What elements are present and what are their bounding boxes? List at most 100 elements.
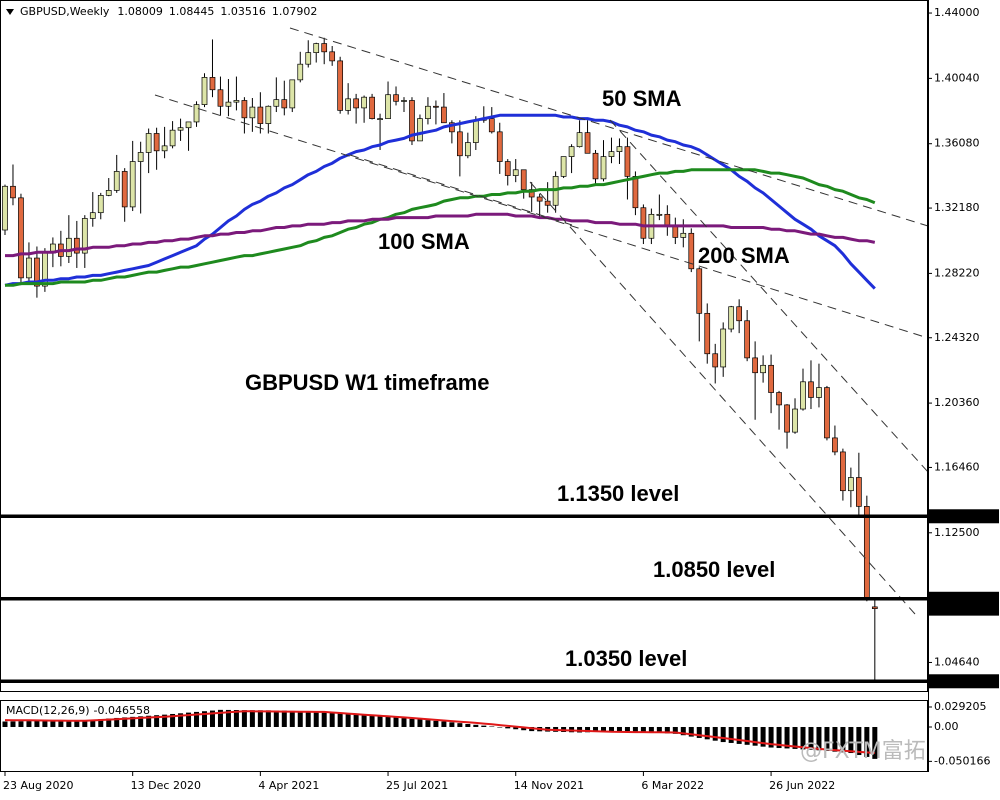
macd-bar xyxy=(377,716,383,727)
candle-body xyxy=(361,96,367,109)
x-tick-label: 14 Nov 2021 xyxy=(514,779,584,792)
y-tick-label: 1.40040 xyxy=(934,71,980,84)
candle-body xyxy=(496,131,503,162)
macd-bar xyxy=(776,726,782,749)
macd-bar xyxy=(34,720,40,727)
x-tick-label: 25 Jul 2021 xyxy=(386,779,448,792)
macd-bar xyxy=(281,710,287,727)
candle-body xyxy=(576,132,583,148)
candle-body xyxy=(177,127,184,131)
signal-line xyxy=(4,710,875,754)
macd-bar xyxy=(233,710,239,727)
x-tick-label: 13 Dec 2020 xyxy=(131,779,201,792)
macd-bar xyxy=(217,709,223,727)
candle-body xyxy=(393,94,399,102)
macd-bar xyxy=(632,726,638,732)
macd-bar xyxy=(441,721,447,727)
macd-bar xyxy=(138,716,144,727)
y-tick-label: 1.16460 xyxy=(934,460,980,473)
series-label: 200 SMA xyxy=(698,243,790,268)
macd-bar xyxy=(457,723,463,727)
x-tick-label: 6 Mar 2022 xyxy=(641,779,704,792)
macd-bar xyxy=(792,726,798,749)
macd-bar xyxy=(122,717,128,727)
macd-bar xyxy=(305,711,311,727)
sma-line xyxy=(5,168,876,287)
macd-bar xyxy=(337,713,343,727)
macd-bar xyxy=(345,713,351,727)
macd-bar xyxy=(752,726,758,746)
candle-body xyxy=(584,132,591,154)
axes: 1.07902 1.44000 1.40040 1.36080 1.32180 1.282… xyxy=(3,0,1000,800)
candle-body xyxy=(736,306,743,322)
y-tick-label: 1.20360 xyxy=(934,396,980,409)
macd-bar xyxy=(353,714,359,727)
macd-bar xyxy=(26,721,32,727)
trendline xyxy=(529,181,916,615)
macd-bar xyxy=(170,713,176,727)
candle-body xyxy=(640,207,647,239)
macd-bar xyxy=(321,712,327,727)
candle-body xyxy=(520,169,527,190)
macd-bar xyxy=(808,726,814,750)
candle-body xyxy=(241,100,248,119)
macd-bar xyxy=(800,726,806,750)
macd-bar xyxy=(656,726,662,733)
macd-bar xyxy=(178,713,184,727)
candle-body xyxy=(18,197,24,279)
y-tick-label: 1.12500 xyxy=(934,526,980,539)
candle-body xyxy=(760,364,766,374)
y-tick-label: 0.029205 xyxy=(934,700,987,713)
macd-bar xyxy=(98,719,104,727)
candle-body xyxy=(161,145,168,152)
macd-bar xyxy=(194,711,200,727)
candle-body xyxy=(73,237,80,254)
candle-body xyxy=(871,606,878,609)
candle-body xyxy=(281,99,288,109)
macd-bar xyxy=(90,719,96,727)
candle-body xyxy=(536,196,543,202)
macd-bar xyxy=(417,719,423,727)
macd-bar xyxy=(664,726,670,734)
macd-bar xyxy=(465,723,471,727)
candle-body xyxy=(744,320,750,359)
macd-bar xyxy=(114,717,120,727)
macd-bar xyxy=(2,721,8,727)
candle-body xyxy=(313,43,320,53)
macd-bar xyxy=(273,710,279,727)
x-tick-label: 23 Aug 2020 xyxy=(3,779,73,792)
candle-body xyxy=(401,100,407,102)
macd-bar xyxy=(505,726,511,729)
candle-body xyxy=(321,43,328,53)
macd-bar xyxy=(297,711,303,727)
macd-bar xyxy=(840,726,846,753)
levels xyxy=(0,514,928,684)
macd-bar xyxy=(728,726,734,743)
menu-arrow[interactable] xyxy=(6,9,14,15)
macd-name: MACD(12,26,9) xyxy=(6,704,90,717)
macd-bar xyxy=(58,720,64,727)
macd-bar xyxy=(473,724,479,727)
macd-bar xyxy=(449,722,455,727)
header-open: 1.08009 xyxy=(117,5,163,18)
macd-bar xyxy=(768,726,774,748)
macd-bar xyxy=(329,713,335,727)
candle-body xyxy=(65,237,72,257)
macd-bar xyxy=(672,726,678,734)
macd-bar xyxy=(864,726,870,757)
macd-bar xyxy=(106,718,112,727)
macd-bar xyxy=(688,726,694,737)
macd-bar xyxy=(425,720,431,727)
candle-body xyxy=(273,99,280,107)
candle-body xyxy=(425,105,431,119)
candle-body xyxy=(409,100,415,142)
macd-bar xyxy=(712,726,718,741)
macd-bar xyxy=(744,726,750,745)
macd-bar xyxy=(736,726,742,744)
macd-bar xyxy=(401,718,407,727)
level-price: 1.08500 xyxy=(934,592,980,605)
y-tick-label: -0.050166 xyxy=(934,754,990,767)
macd-bar xyxy=(249,710,255,727)
candle-body xyxy=(752,357,758,374)
candle-body xyxy=(512,169,519,176)
